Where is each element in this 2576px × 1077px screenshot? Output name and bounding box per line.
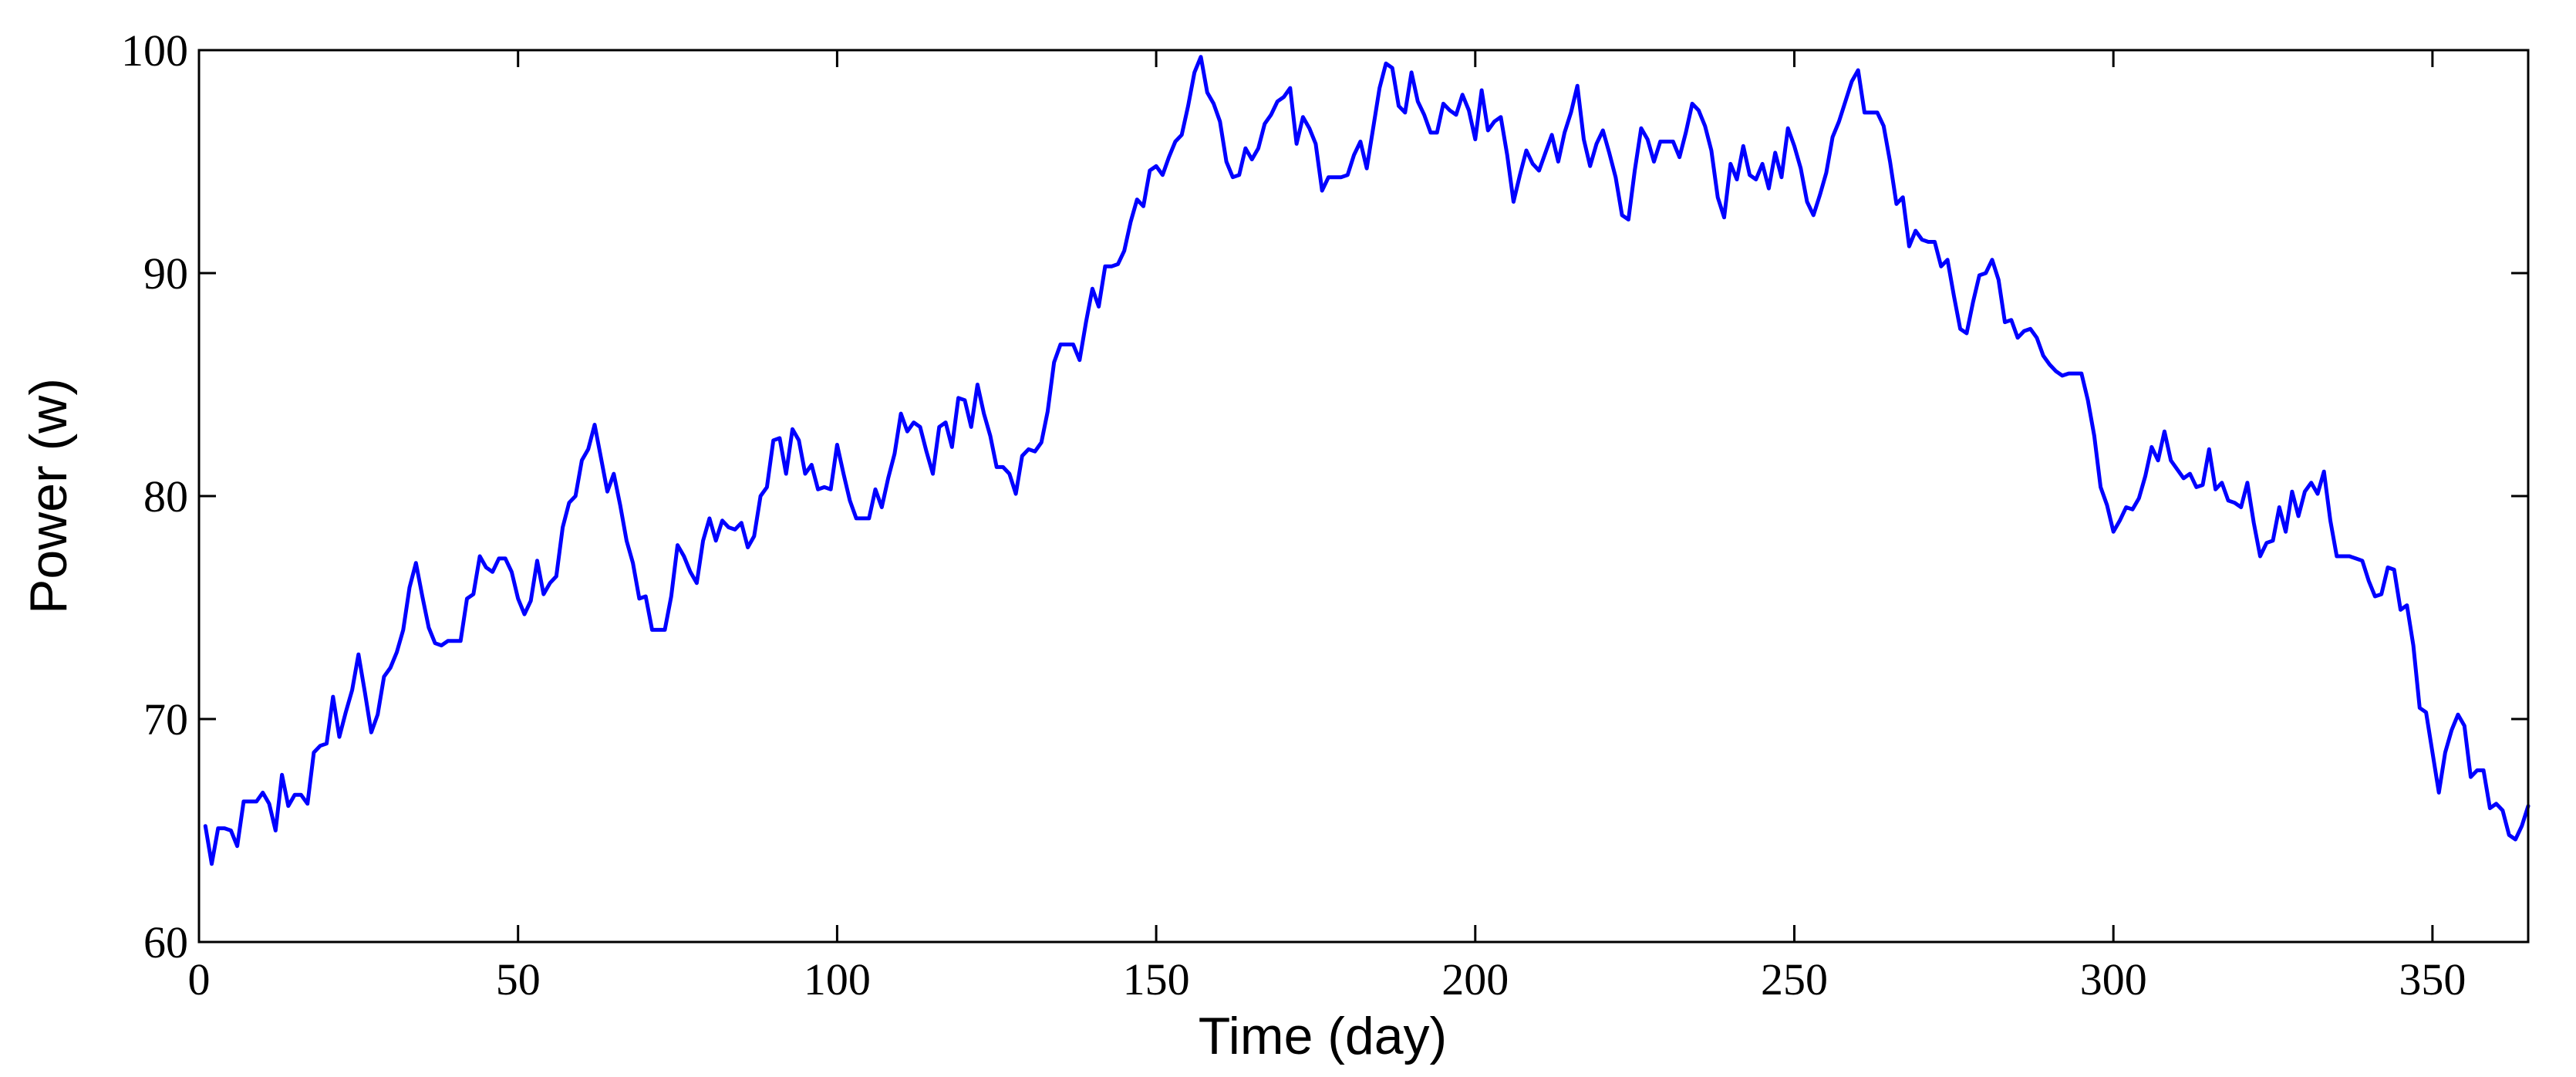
y-tick-label: 60 xyxy=(143,917,188,967)
power-series-line xyxy=(203,55,2530,866)
x-tick-label: 250 xyxy=(1761,954,1828,1004)
plot-frame xyxy=(197,49,2530,944)
x-tick-label: 200 xyxy=(1441,954,1509,1004)
x-tick-label: 100 xyxy=(804,954,871,1004)
y-tick-label: 90 xyxy=(143,248,188,299)
x-tick-label: 350 xyxy=(2399,954,2466,1004)
x-tick-label: 0 xyxy=(188,954,211,1004)
x-axis-title: Time (day) xyxy=(1199,1007,1447,1065)
y-tick-label: 100 xyxy=(121,25,188,76)
x-tick-label: 300 xyxy=(2080,954,2147,1004)
y-axis-title: Power (w) xyxy=(19,378,78,614)
y-tick-label: 70 xyxy=(143,694,188,744)
tick-labels: 0 50 100 150 200 250 300 350 60 70 80 90 100 xyxy=(121,25,2466,1004)
x-tick-label: 150 xyxy=(1123,954,1190,1004)
x-tick-label: 50 xyxy=(496,954,541,1004)
y-tick-label: 80 xyxy=(143,471,188,522)
axis-ticks xyxy=(197,49,2528,944)
series-layer xyxy=(203,55,2530,866)
